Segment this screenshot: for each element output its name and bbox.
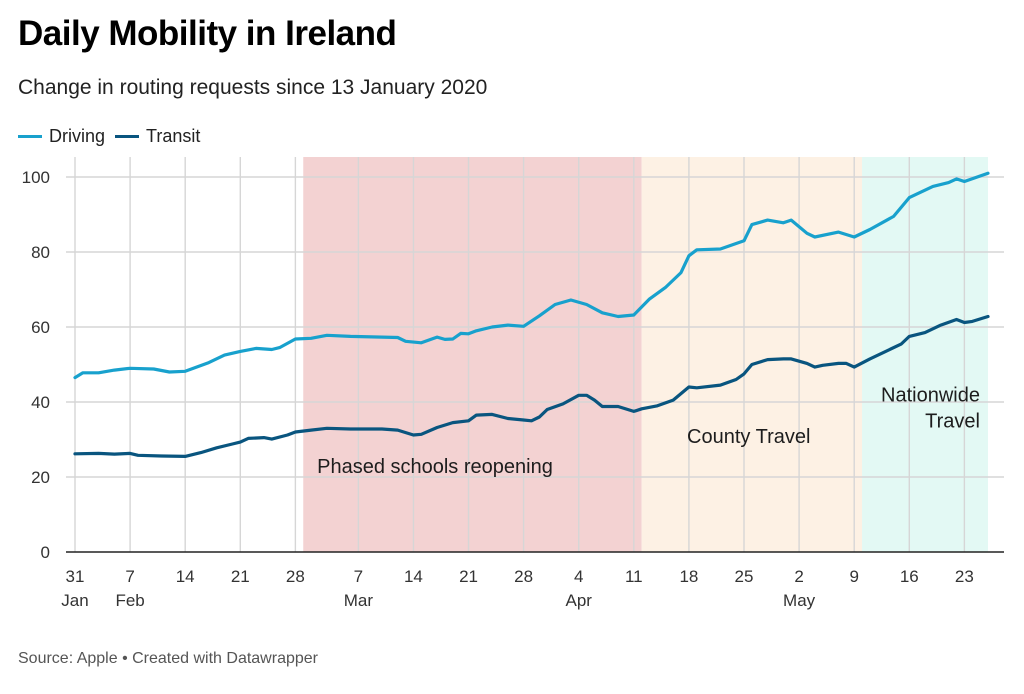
y-tick-label-80: 80 xyxy=(31,243,50,262)
x-month-label-jan: Jan xyxy=(61,591,88,610)
series-line-driving xyxy=(73,171,990,380)
x-month-label-feb: Feb xyxy=(115,591,144,610)
x-tick-label-2020-04-18: 18 xyxy=(679,567,698,586)
x-tick-label-2020-02-28: 28 xyxy=(286,567,305,586)
x-tick-label-2020-05-02: 2 xyxy=(794,567,803,586)
range-county-travel xyxy=(641,157,863,552)
x-tick-label-2020-03-14: 14 xyxy=(404,567,423,586)
x-tick-label-2020-03-21: 21 xyxy=(459,567,478,586)
series-line-transit xyxy=(73,314,990,458)
y-tick-label-60: 60 xyxy=(31,318,50,337)
y-tick-label-100: 100 xyxy=(22,168,50,187)
range-phased-schools-reopening xyxy=(303,157,642,552)
legend-item-transit: Transit xyxy=(115,126,200,147)
x-tick-label-2020-02-14: 14 xyxy=(176,567,195,586)
x-tick-label-2020-04-04: 4 xyxy=(574,567,583,586)
y-tick-label-40: 40 xyxy=(31,393,50,412)
chart-subtitle: Change in routing requests since 13 Janu… xyxy=(18,76,488,99)
x-tick-label-2020-05-23: 23 xyxy=(955,567,974,586)
x-month-label-mar: Mar xyxy=(344,591,374,610)
x-tick-label-2020-02-21: 21 xyxy=(231,567,250,586)
y-tick-label-20: 20 xyxy=(31,468,50,487)
series-lines xyxy=(73,171,990,458)
x-tick-label-2020-05-09: 9 xyxy=(849,567,858,586)
legend-label-driving: Driving xyxy=(49,126,106,146)
x-month-label-may: May xyxy=(783,591,816,610)
legend-label-transit: Transit xyxy=(146,126,201,146)
legend-swatch-transit xyxy=(115,135,140,138)
x-tick-label-2020-04-11: 11 xyxy=(625,567,643,586)
x-tick-label-2020-03-28: 28 xyxy=(514,567,533,586)
x-tick-label-2020-04-25: 25 xyxy=(735,567,754,586)
legend-item-driving: Driving xyxy=(18,126,105,147)
annotation-phased-schools-reopening: Phased schools reopening xyxy=(317,456,553,478)
gridlines xyxy=(66,157,1004,552)
annotation-county-travel: County Travel xyxy=(687,426,810,448)
x-tick-label-2020-02-07: 7 xyxy=(125,567,134,586)
source-footer: Source: Apple • Created with Datawrapper xyxy=(18,650,318,667)
legend: Driving Transit xyxy=(18,126,210,147)
x-tick-label-2020-03-07: 7 xyxy=(354,567,363,586)
annotation-nationwide-travel: Nationwide Travel xyxy=(881,384,980,432)
y-tick-label-0: 0 xyxy=(41,543,50,562)
x-tick-label-2020-05-16: 16 xyxy=(900,567,919,586)
annotations: Phased schools reopening County Travel Nat… xyxy=(317,384,980,478)
range-highlights xyxy=(303,157,988,552)
legend-swatch-driving xyxy=(18,135,42,138)
x-tick-label-2020-01-31: 31 xyxy=(66,567,85,586)
x-month-label-apr: Apr xyxy=(565,591,592,610)
chart-title: Daily Mobility in Ireland xyxy=(18,14,397,53)
axes: 0 20 40 60 80 100 31 Jan 7 Feb 14 21 28 7 Mar 14 21 28 4 Ap… xyxy=(22,168,1004,610)
